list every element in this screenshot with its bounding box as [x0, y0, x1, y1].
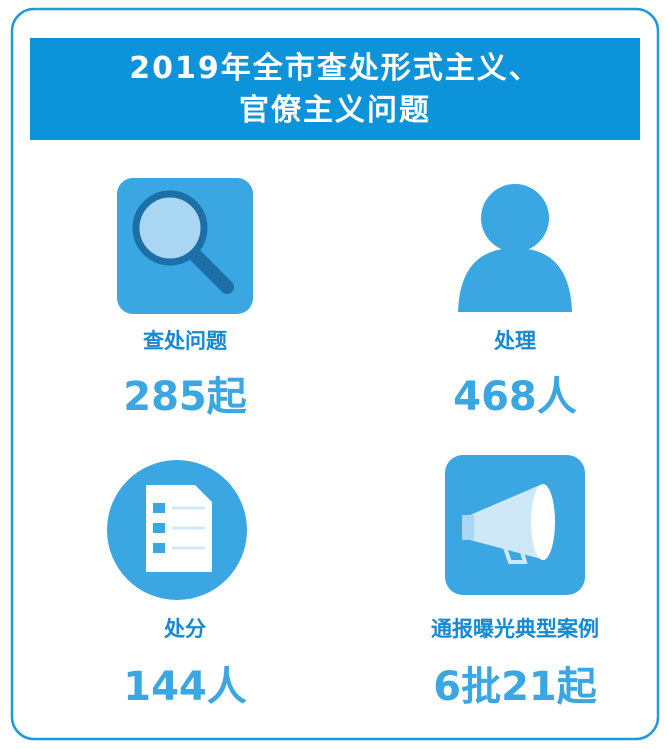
item-value: 144人	[123, 664, 247, 710]
megaphone-icon	[445, 455, 585, 595]
item-value: 468人	[453, 374, 577, 420]
person-icon	[458, 184, 572, 312]
document-icon	[107, 460, 247, 600]
item-value: 6批21起	[433, 664, 597, 710]
title-line: 2019年全市查处形式主义、	[129, 51, 541, 86]
item-value: 285起	[123, 374, 247, 420]
item-label: 处理	[493, 329, 536, 353]
magnifier-icon	[117, 178, 253, 314]
title-banner	[30, 38, 640, 140]
title-line: 官僚主义问题	[239, 93, 431, 128]
item-label: 查处问题	[143, 329, 228, 353]
item-label: 通报曝光典型案例	[431, 617, 599, 641]
item-label: 处分	[163, 617, 206, 641]
